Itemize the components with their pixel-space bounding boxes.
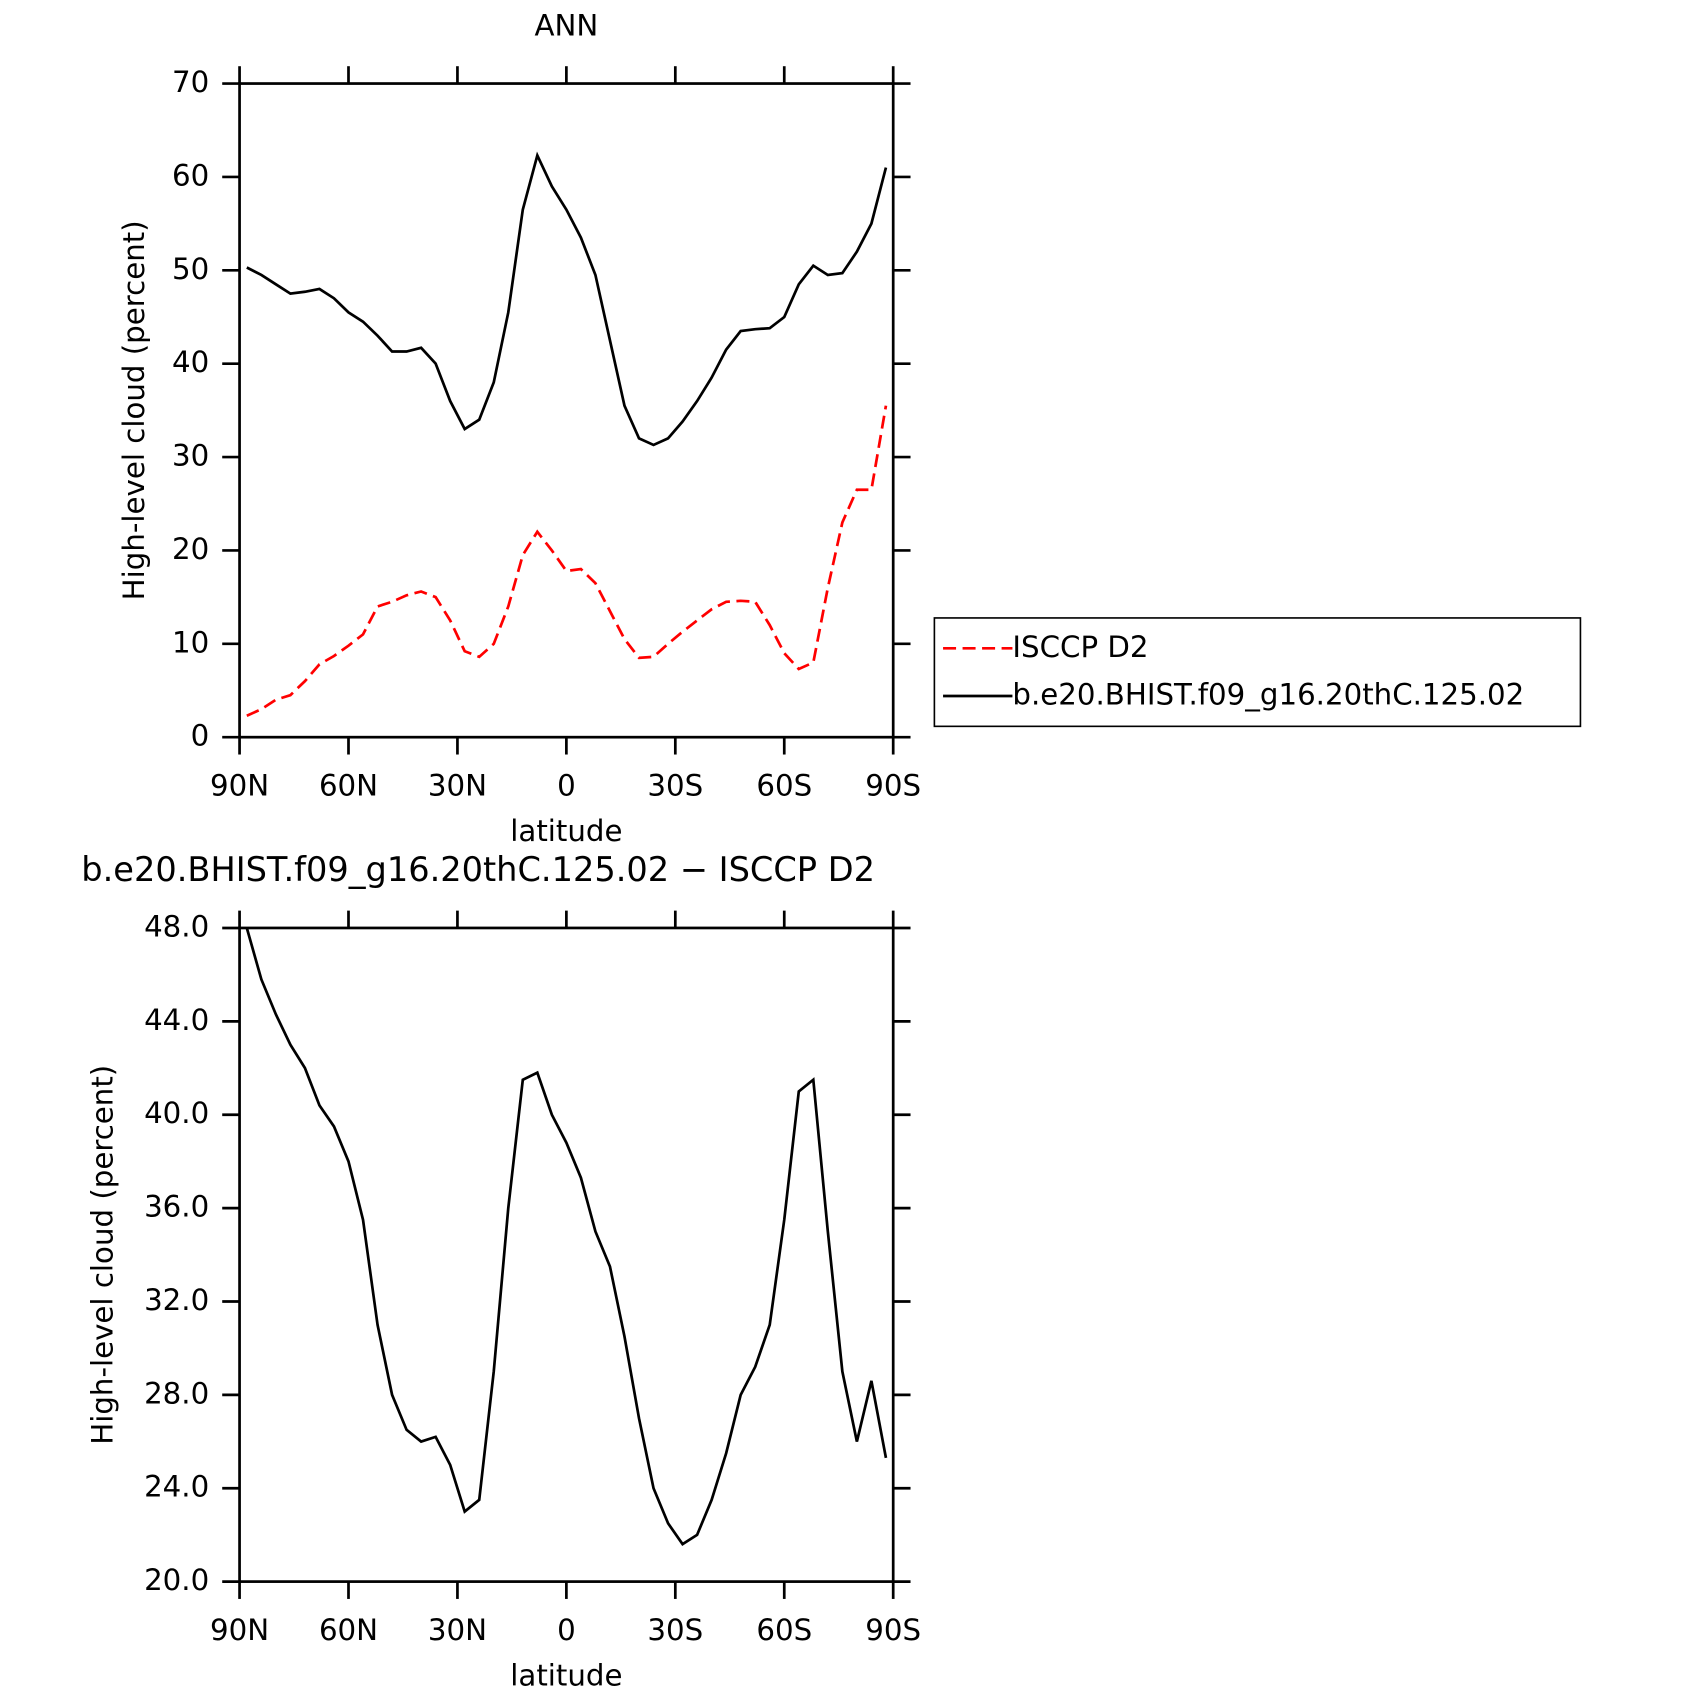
y-tick-label: 48.0: [144, 909, 209, 943]
x-tick-label: 30S: [647, 1613, 703, 1647]
x-tick-label: 90S: [865, 1613, 921, 1647]
x-tick-label: 60S: [756, 769, 812, 803]
x-tick-label: 30N: [428, 1613, 487, 1647]
data-line: [245, 927, 888, 1547]
x-tick-label: 60S: [756, 1613, 812, 1647]
x-tick-label: 0: [557, 1613, 576, 1647]
y-tick-label: 24.0: [144, 1470, 209, 1504]
y-tick-label: 32.0: [144, 1283, 209, 1317]
x-tick-label: 90N: [210, 1613, 269, 1647]
y-tick-label: 20: [172, 532, 209, 566]
x-tick-label: 30S: [647, 769, 703, 803]
chart-title: ANN: [534, 9, 598, 43]
x-tick-label: 90N: [210, 769, 269, 803]
legend-box: [933, 617, 1582, 728]
x-tick-label: 60N: [319, 769, 378, 803]
x-tick-label: 0: [557, 769, 576, 803]
legend-label: b.e20.BHIST.f09_g16.20thC.125.02: [1012, 677, 1524, 711]
x-axis-label: latitude: [510, 1658, 622, 1692]
y-tick-label: 70: [172, 65, 209, 99]
legend-label: ISCCP D2: [1012, 630, 1148, 664]
y-tick-label: 36.0: [144, 1190, 209, 1224]
y-axis-label: High-level cloud (percent): [86, 1065, 120, 1445]
y-tick-label: 40: [172, 345, 209, 379]
plot-frame: [238, 82, 895, 739]
y-tick-label: 60: [172, 158, 209, 192]
data-line: [246, 405, 888, 717]
y-tick-label: 0: [191, 719, 210, 753]
y-axis-label: High-level cloud (percent): [117, 220, 151, 600]
y-tick-label: 30: [172, 439, 209, 473]
y-tick-label: 50: [172, 252, 209, 286]
plot-frame: [238, 926, 895, 1583]
x-tick-label: 60N: [319, 1613, 378, 1647]
chart-title: b.e20.BHIST.f09_g16.20thC.125.02 − ISCCP…: [81, 850, 875, 889]
y-tick-label: 44.0: [144, 1003, 209, 1037]
y-tick-label: 20.0: [144, 1563, 209, 1597]
x-tick-label: 90S: [865, 769, 921, 803]
y-tick-label: 10: [172, 625, 209, 659]
y-tick-label: 40.0: [144, 1096, 209, 1130]
y-tick-label: 28.0: [144, 1376, 209, 1410]
data-line: [246, 151, 888, 447]
x-axis-label: latitude: [510, 814, 622, 848]
x-tick-label: 30N: [428, 769, 487, 803]
